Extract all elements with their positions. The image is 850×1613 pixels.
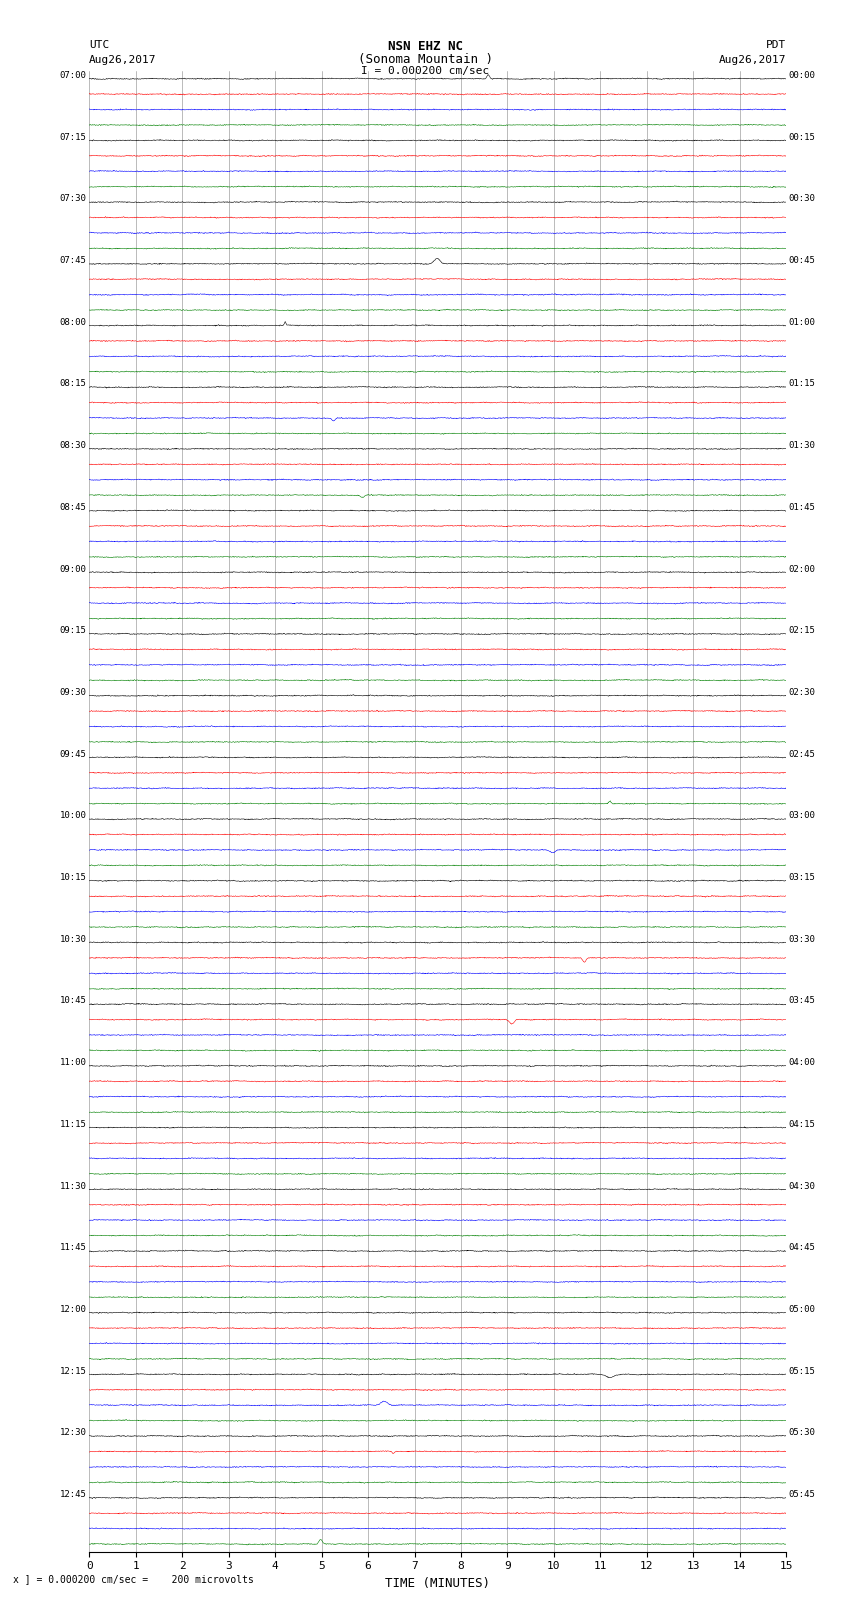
Text: 04:15: 04:15 xyxy=(789,1119,816,1129)
Text: 01:30: 01:30 xyxy=(789,440,816,450)
Text: 09:30: 09:30 xyxy=(60,687,87,697)
X-axis label: TIME (MINUTES): TIME (MINUTES) xyxy=(385,1578,490,1590)
Text: 08:15: 08:15 xyxy=(60,379,87,389)
Text: 09:45: 09:45 xyxy=(60,750,87,758)
Text: x ] = 0.000200 cm/sec =    200 microvolts: x ] = 0.000200 cm/sec = 200 microvolts xyxy=(13,1574,253,1584)
Text: 10:15: 10:15 xyxy=(60,873,87,882)
Text: 07:30: 07:30 xyxy=(60,194,87,203)
Text: 12:15: 12:15 xyxy=(60,1366,87,1376)
Text: 02:45: 02:45 xyxy=(789,750,816,758)
Text: 05:30: 05:30 xyxy=(789,1429,816,1437)
Text: (Sonoma Mountain ): (Sonoma Mountain ) xyxy=(358,53,492,66)
Text: 10:00: 10:00 xyxy=(60,811,87,821)
Text: 05:45: 05:45 xyxy=(789,1490,816,1498)
Text: 01:00: 01:00 xyxy=(789,318,816,327)
Text: 12:45: 12:45 xyxy=(60,1490,87,1498)
Text: 04:45: 04:45 xyxy=(789,1244,816,1252)
Text: 03:30: 03:30 xyxy=(789,936,816,944)
Text: 02:15: 02:15 xyxy=(789,626,816,636)
Text: 05:00: 05:00 xyxy=(789,1305,816,1315)
Text: 12:00: 12:00 xyxy=(60,1305,87,1315)
Text: 12:30: 12:30 xyxy=(60,1429,87,1437)
Text: 00:00: 00:00 xyxy=(789,71,816,81)
Text: Aug26,2017: Aug26,2017 xyxy=(719,55,786,65)
Text: 11:00: 11:00 xyxy=(60,1058,87,1068)
Text: Aug26,2017: Aug26,2017 xyxy=(89,55,156,65)
Text: I = 0.000200 cm/sec: I = 0.000200 cm/sec xyxy=(361,66,489,76)
Text: 07:45: 07:45 xyxy=(60,256,87,265)
Text: NSN EHZ NC: NSN EHZ NC xyxy=(388,40,462,53)
Text: 07:00: 07:00 xyxy=(60,71,87,81)
Text: 05:15: 05:15 xyxy=(789,1366,816,1376)
Text: 10:30: 10:30 xyxy=(60,936,87,944)
Text: 07:15: 07:15 xyxy=(60,132,87,142)
Text: 03:45: 03:45 xyxy=(789,997,816,1005)
Text: UTC: UTC xyxy=(89,40,110,50)
Text: 00:45: 00:45 xyxy=(789,256,816,265)
Text: 10:45: 10:45 xyxy=(60,997,87,1005)
Text: 11:30: 11:30 xyxy=(60,1181,87,1190)
Text: 04:30: 04:30 xyxy=(789,1181,816,1190)
Text: 03:00: 03:00 xyxy=(789,811,816,821)
Text: 00:15: 00:15 xyxy=(789,132,816,142)
Text: 01:45: 01:45 xyxy=(789,503,816,511)
Text: 04:00: 04:00 xyxy=(789,1058,816,1068)
Text: 08:30: 08:30 xyxy=(60,440,87,450)
Text: 03:15: 03:15 xyxy=(789,873,816,882)
Text: 08:00: 08:00 xyxy=(60,318,87,327)
Text: 02:30: 02:30 xyxy=(789,687,816,697)
Text: 01:15: 01:15 xyxy=(789,379,816,389)
Text: 09:00: 09:00 xyxy=(60,565,87,574)
Text: 11:15: 11:15 xyxy=(60,1119,87,1129)
Text: 09:15: 09:15 xyxy=(60,626,87,636)
Text: 08:45: 08:45 xyxy=(60,503,87,511)
Text: PDT: PDT xyxy=(766,40,786,50)
Text: 00:30: 00:30 xyxy=(789,194,816,203)
Text: 02:00: 02:00 xyxy=(789,565,816,574)
Text: 11:45: 11:45 xyxy=(60,1244,87,1252)
